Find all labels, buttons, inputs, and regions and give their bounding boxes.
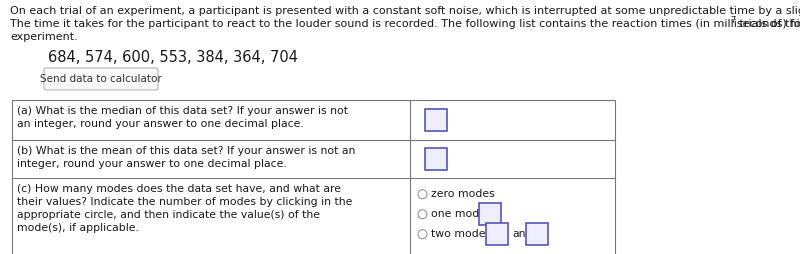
Bar <box>12 100 615 254</box>
Text: zero modes: zero modes <box>431 189 494 199</box>
Text: and: and <box>512 229 533 239</box>
Bar <box>486 223 508 245</box>
Text: one mode:: one mode: <box>431 209 490 219</box>
Text: an integer, round your answer to one decimal place.: an integer, round your answer to one dec… <box>17 119 304 129</box>
Text: experiment.: experiment. <box>10 32 78 42</box>
Text: (b) What is the mean of this data set? If your answer is not an: (b) What is the mean of this data set? I… <box>17 146 355 156</box>
Bar <box>526 223 548 245</box>
Bar <box>479 203 501 225</box>
Text: mode(s), if applicable.: mode(s), if applicable. <box>17 223 139 233</box>
Text: 7: 7 <box>730 16 735 25</box>
Text: (c) How many modes does the data set have, and what are: (c) How many modes does the data set hav… <box>17 184 341 194</box>
Bar <box>425 109 447 131</box>
Text: their values? Indicate the number of modes by clicking in the: their values? Indicate the number of mod… <box>17 197 352 207</box>
Circle shape <box>418 210 427 219</box>
Text: integer, round your answer to one decimal place.: integer, round your answer to one decima… <box>17 159 286 169</box>
Text: trials of this: trials of this <box>736 19 800 29</box>
Text: appropriate circle, and then indicate the value(s) of the: appropriate circle, and then indicate th… <box>17 210 320 220</box>
Text: two modes:: two modes: <box>431 229 494 239</box>
Circle shape <box>418 190 427 199</box>
FancyBboxPatch shape <box>44 68 158 90</box>
Text: On each trial of an experiment, a participant is presented with a constant soft : On each trial of an experiment, a partic… <box>10 6 800 16</box>
Text: Send data to calculator: Send data to calculator <box>40 74 162 84</box>
Text: The time it takes for the participant to react to the louder sound is recorded. : The time it takes for the participant to… <box>10 19 800 29</box>
Text: 684, 574, 600, 553, 384, 364, 704: 684, 574, 600, 553, 384, 364, 704 <box>48 50 298 65</box>
Circle shape <box>418 230 427 239</box>
Bar <box>425 148 447 170</box>
Text: (a) What is the median of this data set? If your answer is not: (a) What is the median of this data set?… <box>17 106 348 116</box>
